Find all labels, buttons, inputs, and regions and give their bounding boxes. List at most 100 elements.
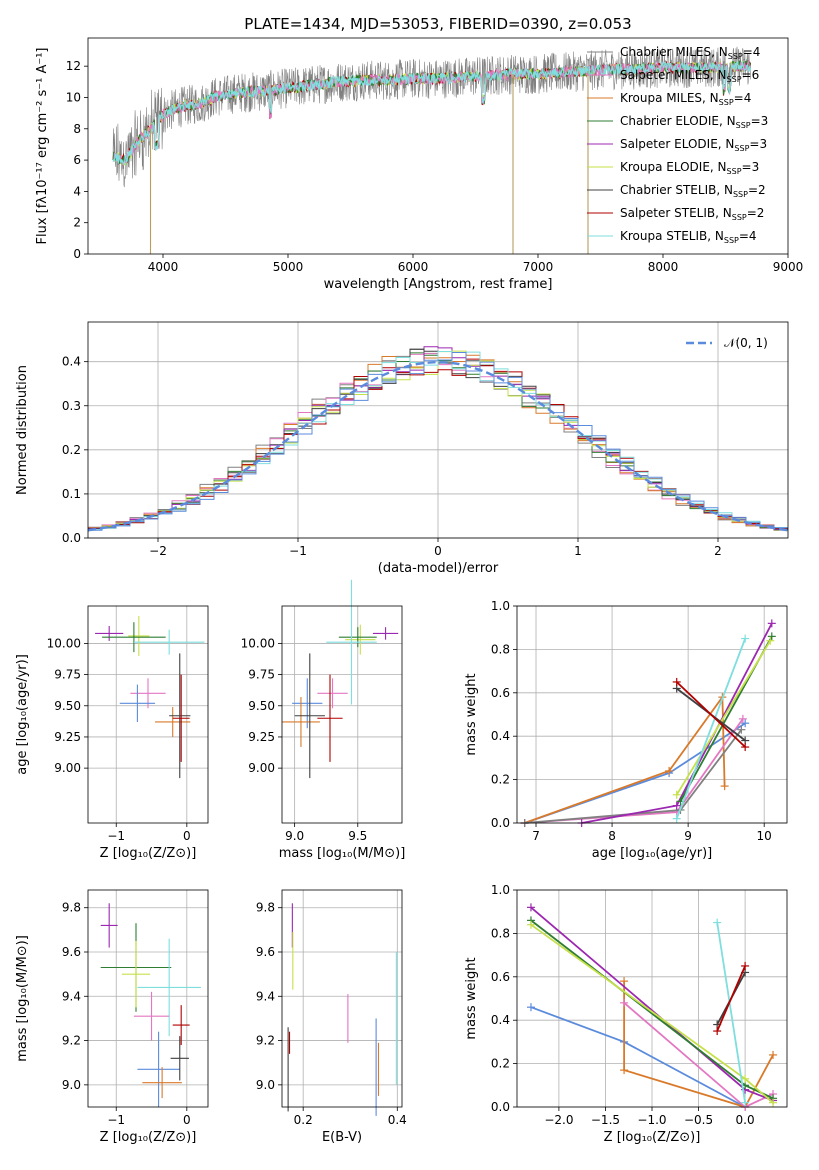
y-tick-label: 0.0 — [62, 531, 81, 545]
legend-label-tail: =4 — [743, 45, 761, 59]
x-tick-label: 5000 — [273, 260, 304, 274]
legend-label-tail: =6 — [742, 68, 760, 82]
x-tick-label: 7000 — [523, 260, 554, 274]
legend-label-tail: =4 — [739, 229, 757, 243]
y-tick-label: 9.00 — [54, 761, 81, 775]
age_vs_mass-frame — [281, 605, 403, 824]
spectrum-plot — [112, 46, 752, 254]
weight-line — [676, 681, 746, 748]
age_vs_z-points — [95, 615, 205, 779]
age_vs_mass-points — [282, 579, 399, 779]
mass_vs_z-axes: −1 0 9.0 9.2 9.4 9.6 9.8 — [62, 890, 208, 1127]
y-tick-label: 6 — [73, 153, 81, 167]
x-tick-label: 0 — [183, 829, 191, 843]
y-tick-label: 9.00 — [248, 761, 275, 775]
y-tick-label: 0.4 — [491, 1013, 510, 1027]
legend-label-name: Chabrier STELIB, N — [620, 183, 733, 197]
y-tick-label: 0.2 — [491, 773, 510, 787]
y-tick-label: 9.25 — [248, 730, 275, 744]
x-tick-label: −2 — [149, 544, 167, 558]
legend-label-name: Chabrier MILES, N — [620, 45, 728, 59]
y-tick-label: 0.0 — [491, 816, 510, 830]
y-tick-label: 12 — [66, 59, 81, 73]
legend-label: Kroupa STELIB, NSSP=4 — [620, 229, 757, 245]
residuals-frame — [87, 321, 789, 539]
x-tick-label: −1 — [107, 829, 125, 843]
weight_vs_age-frame — [516, 605, 788, 824]
x-axis-label: Z [log₁₀(Z/Z⊙)] — [100, 846, 197, 861]
y-tick-label: 9.8 — [62, 901, 81, 915]
legend-label: Salpeter STELIB, NSSP=2 — [620, 206, 764, 222]
legend-label-name: Salpeter ELODIE, N — [620, 137, 734, 151]
x-tick-label: 0.2 — [294, 1113, 313, 1127]
legend-label-tail: =2 — [748, 183, 766, 197]
chart-title: PLATE=1434, MJD=53053, FIBERID=0390, z=0… — [244, 15, 631, 33]
y-tick-label: 9.0 — [62, 1078, 81, 1092]
y-tick-label: 0.8 — [491, 926, 510, 940]
x-tick-label: 10 — [757, 829, 772, 843]
x-tick-label: 6000 — [398, 260, 429, 274]
x-tick-label: −1 — [107, 1113, 125, 1127]
x-tick-label: −1.0 — [637, 1113, 666, 1127]
y-tick-label: 9.75 — [54, 668, 81, 682]
legend-label-sub: SSP — [719, 98, 734, 107]
weight_vs_z-frame — [516, 889, 788, 1108]
legend-label: Kroupa ELODIE, NSSP=3 — [620, 160, 759, 176]
legend-label: Salpeter ELODIE, NSSP=3 — [620, 137, 767, 153]
x-tick-label: 8000 — [648, 260, 679, 274]
residual-histogram — [88, 352, 788, 533]
weight-line — [675, 638, 747, 820]
legend-label-tail: =2 — [747, 206, 765, 220]
y-tick-label: 9.2 — [62, 1034, 81, 1048]
y-tick-label: 0 — [73, 247, 81, 261]
y-tick-label: 9.4 — [62, 989, 81, 1003]
legend-label: Chabrier ELODIE, NSSP=3 — [620, 114, 768, 130]
weight-line — [530, 1006, 746, 1108]
y-tick-label: 9.0 — [256, 1078, 275, 1092]
x-tick-label: 9000 — [773, 260, 804, 274]
legend-label: Salpeter MILES, NSSP=6 — [620, 68, 759, 84]
y-tick-label: 0.4 — [62, 355, 81, 369]
legend-label-name: Salpeter STELIB, N — [620, 206, 732, 220]
y-axis-label: Flux [fλ10⁻¹⁷ erg cm⁻² s⁻¹ A⁻¹] — [35, 48, 50, 245]
y-axis-label: mass weight — [464, 673, 479, 755]
y-tick-label: 1.0 — [491, 599, 510, 613]
legend-label-sub: SSP — [732, 213, 747, 222]
legend-label: 𝒩(0, 1) — [724, 336, 768, 350]
y-tick-label: 9.6 — [62, 945, 81, 959]
residuals-legend: 𝒩(0, 1) — [686, 336, 768, 350]
y-tick-label: 8 — [73, 122, 81, 136]
x-tick-label: 0.0 — [736, 1113, 755, 1127]
x-tick-label: 7 — [532, 829, 540, 843]
legend-label: Kroupa MILES, NSSP=4 — [620, 91, 751, 107]
legend-label: Chabrier STELIB, NSSP=2 — [620, 183, 766, 199]
legend-label-name: Chabrier ELODIE, N — [620, 114, 736, 128]
y-tick-label: 0.4 — [491, 729, 510, 743]
y-tick-label: 0.2 — [62, 443, 81, 457]
weight_vs_age-series — [520, 619, 776, 827]
y-tick-label: 0.3 — [62, 399, 81, 413]
x-axis-label: age [log₁₀(age/yr)] — [592, 846, 713, 861]
x-tick-label: 9 — [684, 829, 692, 843]
legend-label: Chabrier MILES, NSSP=4 — [620, 45, 760, 61]
legend-label-name: Kroupa ELODIE, N — [620, 160, 727, 174]
x-axis-label: mass [log₁₀(M/M⊙)] — [279, 846, 406, 861]
residuals-axes: −2 −1 0 1 2 0.0 0.1 0.2 0.3 0.4 — [62, 322, 788, 558]
x-tick-label: 0.4 — [388, 1113, 407, 1127]
legend-label-sub: SSP — [728, 52, 743, 61]
legend-label-tail: =3 — [749, 137, 767, 151]
y-tick-label: 0.0 — [491, 1100, 510, 1114]
y-tick-label: 9.8 — [256, 901, 275, 915]
mass_vs_ebv-axes: 0.2 0.4 9.0 9.2 9.4 9.6 9.8 — [256, 890, 407, 1127]
y-tick-label: 9.4 — [256, 989, 275, 1003]
y-tick-label: 9.50 — [248, 699, 275, 713]
x-tick-label: 0 — [434, 544, 442, 558]
y-axis-label: mass [log₁₀(M/M⊙)] — [15, 935, 30, 1062]
histograms — [88, 346, 788, 533]
x-axis-label: Z [log₁₀(Z/Z⊙)] — [604, 1130, 701, 1145]
y-tick-label: 9.75 — [248, 668, 275, 682]
x-tick-label: 9.5 — [348, 829, 367, 843]
x-axis-label: wavelength [Angstrom, rest frame] — [324, 277, 553, 292]
